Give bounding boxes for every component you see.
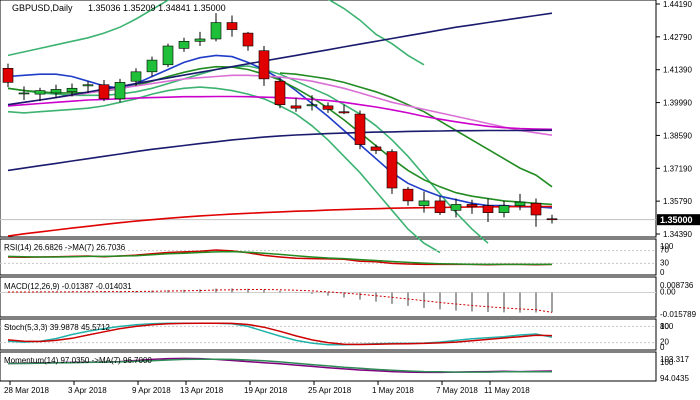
stoch-title: Stoch(5,3,3) 39.9878 45.5712	[4, 323, 110, 332]
rsi-tick-label-1: 70	[660, 246, 669, 255]
rsi-title: RSI(14) 26.6826 ->MA(7) 26.7036	[4, 243, 126, 252]
price-tick-label-6: 1.35790	[663, 197, 692, 206]
rsi-tick-label-2: 30	[660, 258, 669, 267]
current-price-label: 1.35000	[660, 215, 693, 225]
price-tick-label-1: 1.42790	[663, 33, 692, 42]
stoch-tick-label-2: 20	[660, 338, 669, 347]
candle-body-28	[450, 204, 462, 211]
rsi-panel	[0, 249, 656, 266]
candle-body-3	[50, 89, 62, 94]
candle-body-31	[498, 205, 510, 213]
rsi-tick-label-3: 0	[660, 268, 665, 277]
momentum-tick-label-1: 100	[660, 358, 674, 367]
current-price-tag	[657, 214, 700, 226]
candle-body-26	[418, 200, 430, 206]
stoch-series-0	[7, 322, 553, 346]
momentum-panel	[7, 357, 553, 374]
x-tick-label-3: 13 Apr 2018	[180, 386, 224, 395]
price-tick-label-4: 1.38590	[663, 131, 692, 140]
candle-body-30	[482, 205, 494, 213]
candle-body-13	[210, 22, 222, 40]
x-tick-label-4: 19 Apr 2018	[244, 386, 288, 395]
price-tick-label-7: 1.34390	[663, 230, 692, 239]
candle-body-5	[82, 84, 94, 87]
candle-body-33	[530, 202, 542, 216]
candle-body-34	[546, 218, 558, 221]
stoch-series-1	[7, 322, 553, 346]
candle-body-27	[434, 200, 446, 213]
candle-body-24	[386, 151, 398, 189]
price-tick-label-2: 1.41390	[663, 66, 692, 75]
overlay-line-8	[7, 129, 552, 172]
candle-body-16	[258, 50, 270, 80]
y-axis: 1.44190 1.42790 1.41390 1.39990 1.38590 1.371…	[656, 0, 697, 383]
momentum-title: Momentum(14) 97.0350 ->MA(7) 96.7000	[4, 356, 152, 365]
overlay-line-0	[7, 0, 425, 66]
candle-body-19	[306, 104, 318, 107]
x-axis: 28 Mar 2018 3 Apr 2018 9 Apr 2018 13 Apr 20…	[4, 381, 530, 395]
overlay-line-6	[7, 74, 553, 136]
price-tick-label-3: 1.39990	[663, 99, 692, 108]
macd-panel	[0, 288, 656, 313]
ohlc-readout: 1.35036 1.35209 1.34841 1.35000	[88, 3, 226, 13]
candle-body-17	[274, 80, 286, 105]
momentum-series-1	[8, 358, 552, 373]
candle-body-7	[114, 82, 126, 100]
candle-body-32	[514, 201, 526, 206]
momentum-tick-label-2: 94.0435	[660, 374, 689, 383]
rsi-tick-label-0: 100	[660, 242, 674, 251]
x-tick-label-8: 11 May 2018	[484, 386, 530, 395]
candle-body-0	[2, 68, 14, 83]
x-tick-label-7: 7 May 2018	[436, 386, 478, 395]
candle-body-8	[130, 71, 142, 82]
candle-body-15	[242, 32, 254, 47]
stoch-tick-label-1: 80	[660, 322, 669, 331]
x-tick-label-0: 28 Mar 2018	[4, 386, 49, 395]
overlay-line-9	[7, 12, 553, 106]
x-tick-label-5: 25 Apr 2018	[308, 386, 352, 395]
candle-body-11	[178, 41, 190, 49]
candle-body-1	[18, 92, 30, 95]
price-panel-frame	[0, 0, 657, 238]
candle-body-22	[354, 113, 366, 145]
candle-body-25	[402, 188, 414, 202]
macd-signal-line	[8, 289, 553, 313]
macd-panel-frame	[0, 276, 657, 318]
x-tick-label-2: 9 Apr 2018	[132, 386, 171, 395]
momentum-tick-label-0: 103.317	[660, 355, 689, 364]
overlay-line-10	[7, 205, 552, 237]
macd-tick-label-1: 0.00	[660, 287, 676, 296]
macd-title: MACD(12,26,9) -0.01387 -0.014031	[4, 282, 132, 291]
candle-body-23	[370, 146, 382, 151]
candle-body-20	[322, 105, 334, 110]
stoch-panel	[0, 322, 656, 346]
candle-body-14	[226, 22, 238, 30]
stoch-tick-label-3: 0	[660, 343, 665, 352]
candle-body-10	[162, 45, 174, 66]
candle-body-21	[338, 111, 350, 114]
rsi-series-1	[7, 250, 552, 266]
candle-body-4	[66, 87, 78, 93]
overlay-line-1	[7, 65, 489, 244]
price-panel	[0, 0, 656, 254]
price-tick-label-5: 1.37190	[663, 164, 692, 173]
price-tick-label-0: 1.44190	[663, 0, 692, 9]
macd-tick-label-0: 0.008736	[660, 281, 694, 290]
x-tick-label-1: 3 Apr 2018	[68, 386, 107, 395]
candle-body-29	[466, 204, 478, 208]
overlay-line-2	[7, 86, 441, 254]
candle-body-18	[290, 105, 302, 109]
candle-body-9	[146, 59, 158, 73]
price-title: GBPUSD,Daily	[12, 3, 73, 13]
candle-body-12	[194, 38, 206, 42]
macd-tick-label-2: -0.015789	[660, 310, 697, 319]
stoch-tick-label-0: 100	[660, 322, 674, 331]
x-tick-label-6: 1 May 2018	[372, 386, 414, 395]
candle-body-2	[34, 90, 46, 95]
candle-body-6	[98, 84, 110, 100]
